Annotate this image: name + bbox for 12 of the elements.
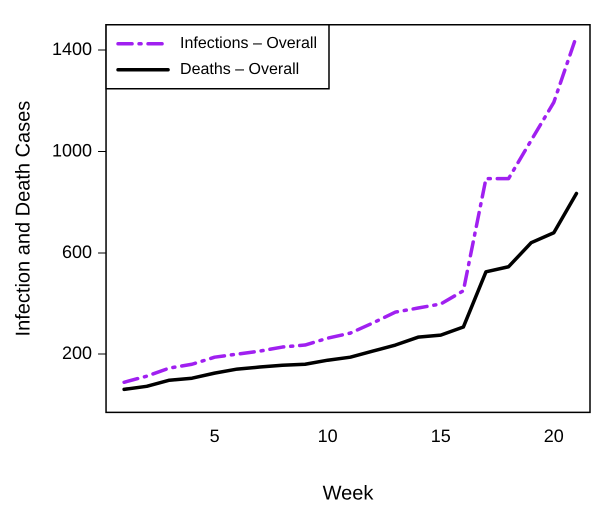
- x-tick-label: 15: [430, 426, 451, 446]
- legend-label: Infections – Overall: [180, 35, 317, 52]
- x-tick-label: 5: [210, 426, 220, 446]
- y-axis-title: Infection and Death Cases: [12, 100, 35, 336]
- y-tick-label: 600: [62, 242, 92, 262]
- legend-label: Deaths – Overall: [180, 61, 300, 78]
- y-tick-label: 200: [62, 343, 92, 364]
- x-axis-title: Week: [322, 482, 374, 505]
- x-tick-label: 20: [544, 426, 564, 446]
- y-tick-label: 1000: [52, 140, 92, 160]
- y-tick-label: 1400: [52, 39, 92, 60]
- x-tick-label: 10: [318, 426, 338, 446]
